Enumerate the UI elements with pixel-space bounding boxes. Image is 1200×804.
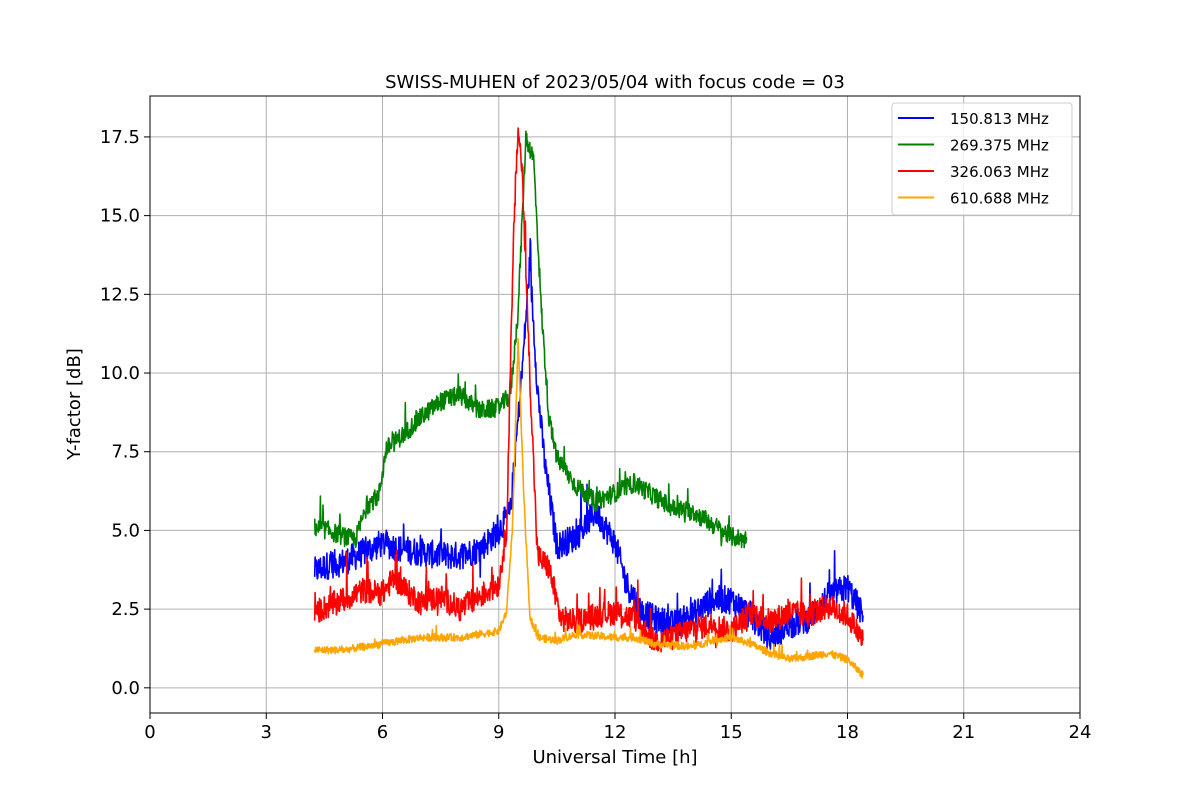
axis-ticks: 0 3 6 9 12 15 18 21 24 0.0 2.5 5.0 7.5 10.0 12.5 15.0 17… bbox=[100, 127, 1092, 743]
legend-label: 150.813 MHz bbox=[950, 110, 1049, 128]
x-tick-label: 9 bbox=[493, 722, 504, 743]
x-tick-label: 24 bbox=[1069, 722, 1092, 743]
y-tick-label: 2.5 bbox=[111, 599, 140, 620]
y-axis-label: Y-factor [dB] bbox=[64, 348, 85, 461]
y-tick-label: 0.0 bbox=[111, 678, 140, 699]
legend-box bbox=[891, 102, 1073, 216]
y-tick-label: 15.0 bbox=[100, 206, 140, 227]
y-tick-label: 5.0 bbox=[111, 520, 140, 541]
y-tick-label: 17.5 bbox=[100, 127, 140, 148]
x-axis-label: Universal Time [h] bbox=[532, 747, 697, 768]
x-tick-label: 0 bbox=[144, 722, 155, 743]
series-line-3 bbox=[313, 127, 864, 653]
legend: 150.813 MHz 269.375 MHz 326.063 MHz 610.688… bbox=[891, 102, 1073, 216]
x-tick-label: 18 bbox=[836, 722, 859, 743]
legend-label: 269.375 MHz bbox=[950, 137, 1049, 155]
y-tick-label: 7.5 bbox=[111, 442, 140, 463]
series-line-2 bbox=[313, 130, 748, 549]
y-tick-label: 12.5 bbox=[100, 284, 140, 305]
chart-title: SWISS-MUHEN of 2023/05/04 with focus cod… bbox=[385, 72, 845, 93]
y-tick-label: 10.0 bbox=[100, 363, 140, 384]
legend-label: 610.688 MHz bbox=[950, 190, 1049, 208]
x-tick-label: 12 bbox=[604, 722, 627, 743]
series-line-1 bbox=[313, 238, 864, 650]
x-tick-label: 6 bbox=[377, 722, 388, 743]
legend-label: 326.063 MHz bbox=[950, 163, 1049, 181]
series-line-4 bbox=[313, 337, 864, 679]
x-tick-label: 3 bbox=[261, 722, 272, 743]
series-layer bbox=[313, 127, 864, 679]
x-tick-label: 21 bbox=[952, 722, 975, 743]
x-tick-label: 15 bbox=[720, 722, 743, 743]
